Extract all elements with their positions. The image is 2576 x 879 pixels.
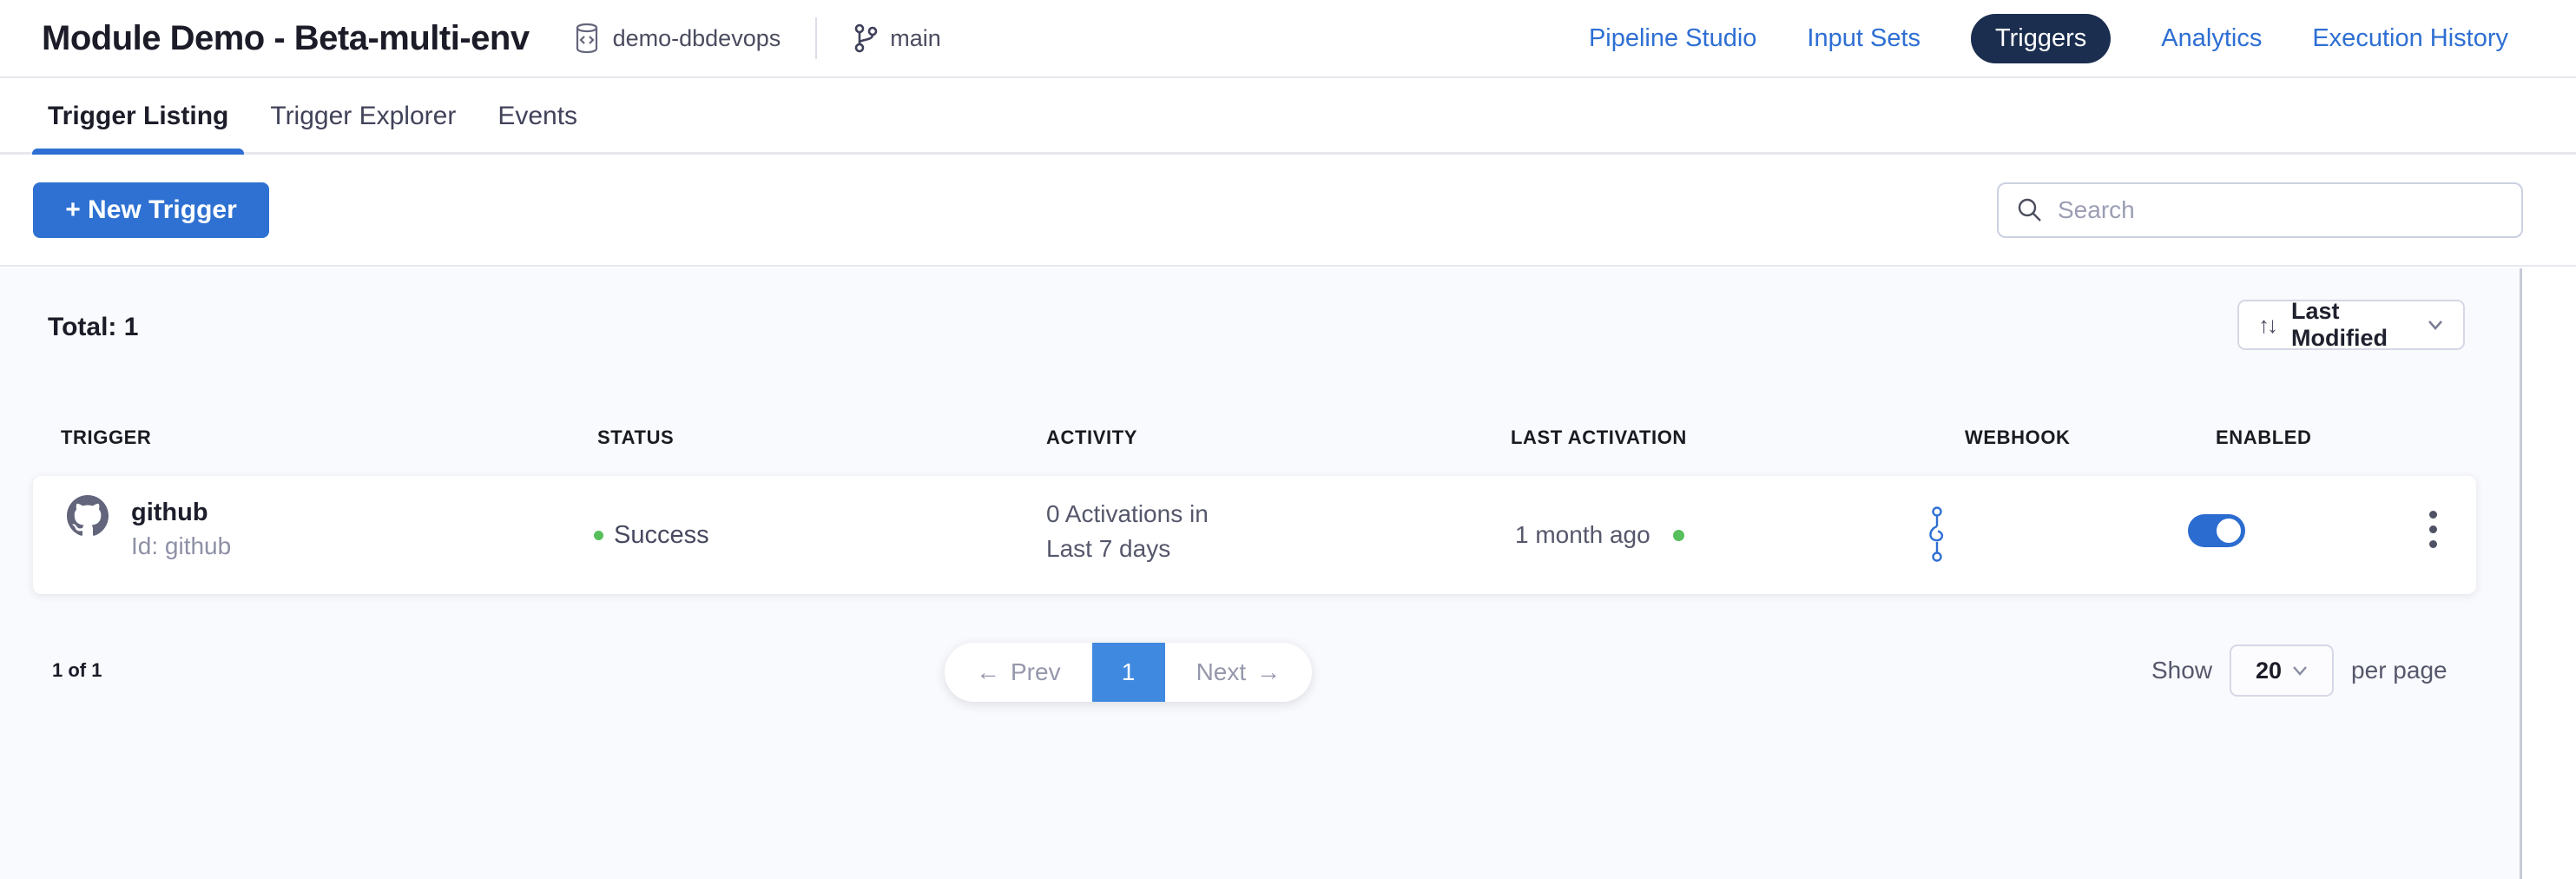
- search-input[interactable]: [2058, 196, 2504, 224]
- github-icon: [67, 495, 109, 537]
- last-activation-text: 1 month ago: [1515, 521, 1650, 548]
- chevron-down-icon: [2292, 665, 2308, 676]
- trigger-list-panel: Total: 1 ↑↓ Last Modified TRIGGER STATUS…: [0, 268, 2522, 879]
- total-count: Total: 1: [48, 313, 139, 341]
- webhook-icon[interactable]: [1920, 506, 1953, 563]
- repo-icon: [573, 22, 601, 55]
- activity-line-1: 0 Activations in: [1046, 500, 1209, 527]
- enabled-toggle[interactable]: [2188, 514, 2245, 547]
- sort-dropdown[interactable]: ↑↓ Last Modified: [2237, 298, 2465, 351]
- page-size-select[interactable]: 20: [2230, 644, 2335, 697]
- tab-trigger-explorer[interactable]: Trigger Explorer: [270, 101, 457, 130]
- search-box: [1997, 182, 2523, 238]
- repo-chip[interactable]: demo-dbdevops: [573, 22, 781, 55]
- tabs-bar: Trigger Listing Trigger Explorer Events: [0, 80, 2576, 155]
- top-bar: Module Demo - Beta-multi-env demo-dbdevo…: [0, 0, 2576, 78]
- branch-name: main: [890, 24, 941, 51]
- column-header-activity: ACTIVITY: [1046, 426, 1138, 448]
- nav-triggers[interactable]: Triggers: [1971, 13, 2112, 63]
- status-cell: Success: [594, 521, 709, 550]
- activity-cell: 0 Activations in Last 7 days: [1046, 497, 1209, 566]
- nav-input-sets[interactable]: Input Sets: [1807, 23, 1921, 52]
- arrow-right-icon: →: [1256, 658, 1281, 685]
- table-row[interactable]: github Id: github Success 0 Activations …: [33, 476, 2476, 594]
- repo-name: demo-dbdevops: [612, 24, 781, 51]
- trigger-name: github: [131, 499, 208, 526]
- column-header-webhook: WEBHOOK: [1965, 426, 2071, 448]
- sort-label: Last Modified: [2291, 298, 2388, 351]
- sort-arrows-icon: ↑↓: [2258, 311, 2278, 338]
- chevron-down-icon: [2427, 319, 2444, 331]
- nav-pipeline-studio[interactable]: Pipeline Studio: [1588, 23, 1757, 52]
- next-page-button[interactable]: Next →: [1164, 643, 1313, 702]
- git-branch-icon: [852, 23, 880, 53]
- column-header-trigger: TRIGGER: [61, 426, 152, 448]
- trigger-id: Id: github: [131, 532, 232, 559]
- page-range-label: 1 of 1: [52, 659, 102, 681]
- prev-page-button[interactable]: ← Prev: [945, 643, 1092, 702]
- module-nav: Pipeline Studio Input Sets Triggers Anal…: [1588, 13, 2508, 63]
- new-trigger-button[interactable]: + New Trigger: [33, 182, 269, 238]
- column-header-status: STATUS: [597, 426, 675, 448]
- status-dot: [594, 531, 603, 540]
- tab-trigger-listing[interactable]: Trigger Listing: [31, 80, 245, 155]
- toggle-knob: [2214, 516, 2243, 545]
- status-text: Success: [614, 521, 709, 549]
- column-header-enabled: ENABLED: [2216, 426, 2312, 448]
- trigger-name-block: github Id: github: [131, 499, 231, 560]
- table-header-row: TRIGGER STATUS ACTIVITY LAST ACTIVATION …: [0, 426, 2520, 449]
- action-bar: + New Trigger: [0, 157, 2576, 267]
- tab-events[interactable]: Events: [497, 101, 578, 130]
- divider: [815, 17, 818, 59]
- nav-analytics[interactable]: Analytics: [2161, 23, 2263, 52]
- pagination-control: ← Prev 1 Next →: [945, 643, 1313, 702]
- arrow-left-icon: ←: [976, 658, 1000, 685]
- branch-chip[interactable]: main: [852, 23, 941, 53]
- kebab-menu-icon[interactable]: [2421, 511, 2446, 548]
- search-icon: [2016, 196, 2044, 224]
- page-size-control: Show 20 per page: [2151, 643, 2448, 698]
- activity-line-2: Last 7 days: [1046, 535, 1171, 562]
- show-label: Show: [2151, 657, 2213, 684]
- per-page-label: per page: [2351, 657, 2448, 684]
- nav-execution-history[interactable]: Execution History: [2312, 23, 2508, 52]
- last-activation-cell: 1 month ago: [1515, 521, 1684, 549]
- page-size-value: 20: [2256, 657, 2283, 684]
- current-page-button[interactable]: 1: [1091, 643, 1165, 702]
- activation-status-dot: [1672, 529, 1684, 541]
- page-title: Module Demo - Beta-multi-env: [42, 18, 530, 57]
- column-header-last-activation: LAST ACTIVATION: [1511, 426, 1687, 448]
